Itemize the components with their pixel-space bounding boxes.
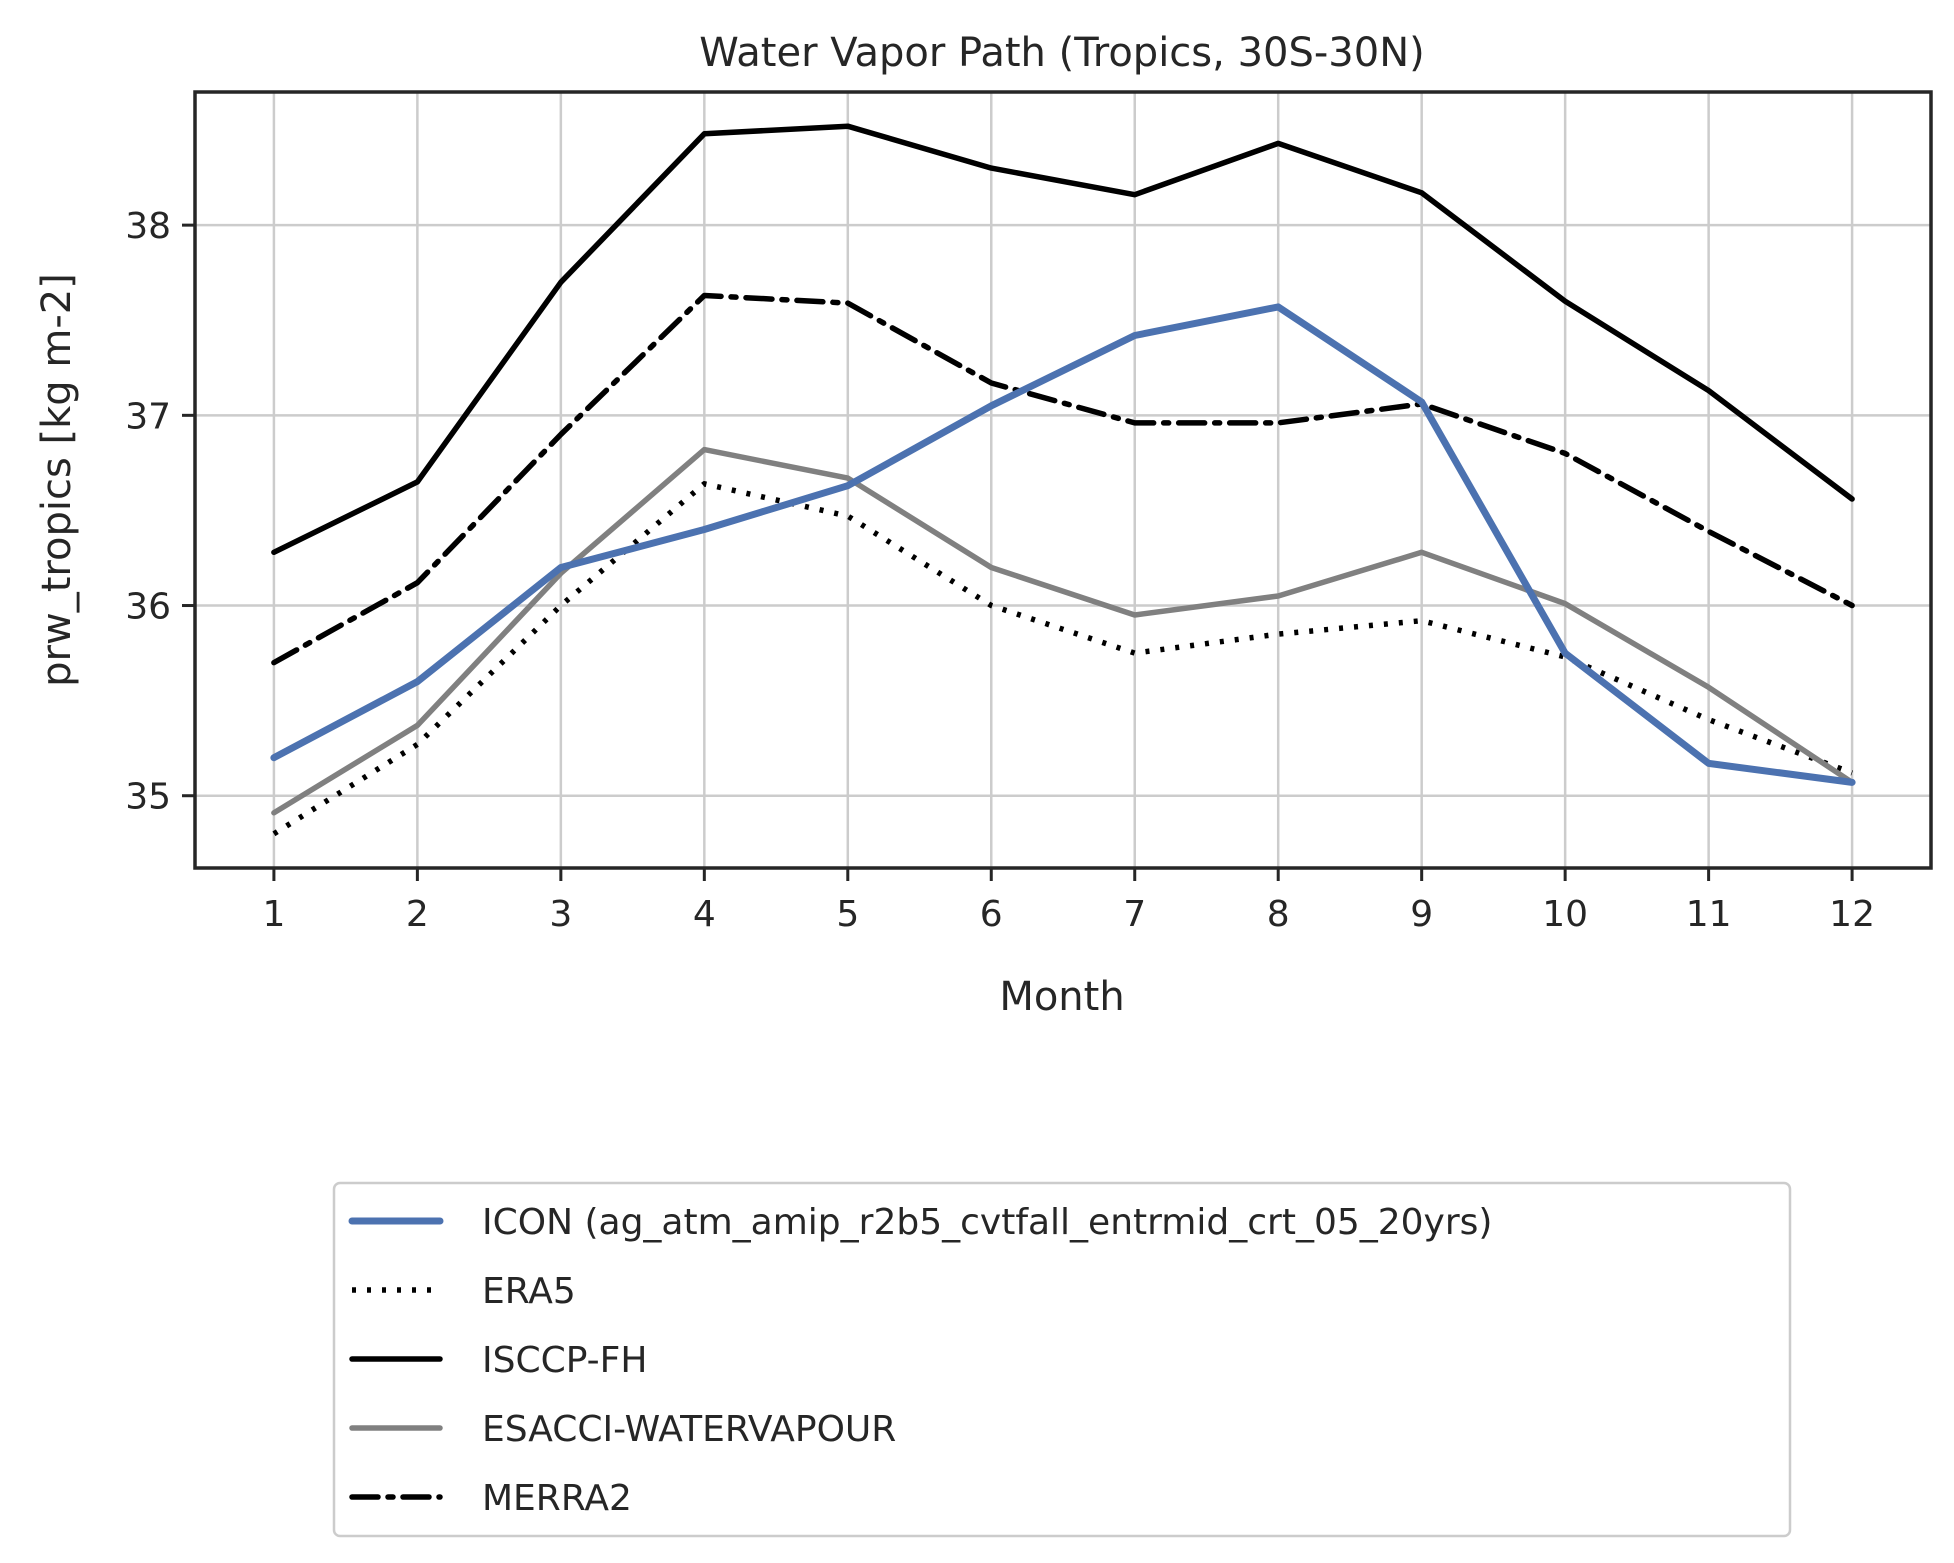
y-tick-label: 38 (125, 206, 171, 247)
y-tick-label: 35 (125, 777, 171, 818)
series-line-icon (270, 303, 1856, 786)
series-lines (270, 123, 1856, 837)
x-tick-label: 1 (262, 894, 285, 935)
legend-label: ICON (ag_atm_amip_r2b5_cvtfall_entrmid_c… (482, 1202, 1492, 1243)
y-tick-label: 37 (125, 396, 171, 437)
chart-title: Water Vapor Path (Tropics, 30S-30N) (699, 30, 1424, 76)
x-tick-label: 4 (693, 894, 716, 935)
legend-box (332, 1181, 1792, 1538)
legend: ICON (ag_atm_amip_r2b5_cvtfall_entrmid_c… (332, 1181, 1792, 1538)
x-tick-label: 12 (1829, 894, 1875, 935)
plot-area-frame (193, 90, 1933, 870)
x-tick-label: 10 (1542, 894, 1588, 935)
x-tick-label: 11 (1686, 894, 1732, 935)
legend-label: MERRA2 (482, 1478, 632, 1519)
x-tick-label: 3 (549, 894, 572, 935)
series-line-esacci-watervapour (271, 446, 1855, 816)
series-line-merra2 (271, 292, 1855, 666)
x-tick-label: 2 (406, 894, 429, 935)
y-axis-label: prw_tropics [kg m-2] (34, 273, 80, 687)
legend-label: ERA5 (482, 1271, 576, 1312)
series-line-isccp-fh (271, 123, 1855, 556)
x-tick-label: 8 (1267, 894, 1290, 935)
y-tick-label: 36 (125, 587, 171, 628)
x-tick-label: 6 (980, 894, 1003, 935)
grid (195, 92, 1931, 868)
x-tick-label: 5 (836, 894, 859, 935)
legend-label: ESACCI-WATERVAPOUR (482, 1409, 896, 1450)
x-axis-label: Month (999, 974, 1124, 1020)
legend-label: ISCCP-FH (482, 1340, 647, 1381)
x-tick-label: 9 (1410, 894, 1433, 935)
x-tick-label: 7 (1123, 894, 1146, 935)
